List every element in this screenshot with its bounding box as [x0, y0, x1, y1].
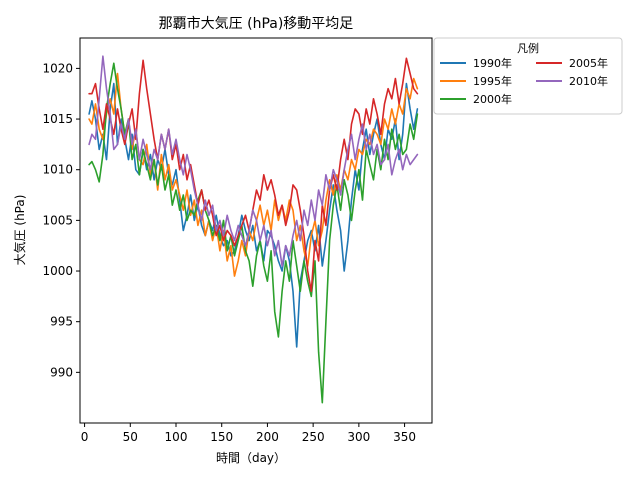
plot-frame [79, 37, 433, 424]
x-axis-label: 時間（day） [216, 451, 286, 465]
chart-title: 那覇市大気圧 (hPa)移動平均足 [159, 15, 354, 32]
plot-area [79, 37, 433, 424]
series-layer [88, 55, 419, 404]
legend-label: 2005年 [569, 56, 608, 70]
x-axis: 0 50 100 150 200 250 300 350 [81, 423, 416, 444]
series-line-2000年 [88, 62, 419, 404]
x-tick-label: 300 [347, 430, 370, 444]
series-line-1995年 [88, 72, 419, 277]
y-tick-label: 1000 [42, 264, 73, 278]
y-tick-label: 990 [50, 365, 73, 379]
legend-frame [433, 37, 623, 115]
y-tick-label: 995 [50, 315, 73, 329]
y-tick-label: 1015 [42, 112, 73, 126]
x-tick-label: 350 [393, 430, 416, 444]
legend-label: 2000年 [473, 92, 512, 106]
x-tick-label: 150 [210, 430, 233, 444]
x-tick-label: 100 [165, 430, 188, 444]
y-axis-label: 大気圧 (hPa) [12, 195, 27, 266]
y-tick-label: 1005 [42, 213, 73, 227]
legend-items: 1990年 1995年 2000年 2005年 2010年 [440, 56, 608, 106]
x-tick-label: 250 [302, 430, 325, 444]
series-line-2010年 [88, 55, 419, 267]
y-tick-label: 1010 [42, 163, 73, 177]
legend-label: 1990年 [473, 56, 512, 70]
x-tick-label: 200 [256, 430, 279, 444]
legend: 凡例 1990年 1995年 2000年 2005年 2010年 [433, 37, 623, 115]
y-axis: 990 995 1000 1005 1010 1015 1020 [42, 61, 80, 379]
legend-label: 1995年 [473, 74, 512, 88]
legend-label: 2010年 [569, 74, 608, 88]
y-tick-label: 1020 [42, 61, 73, 75]
legend-title: 凡例 [517, 41, 539, 55]
x-tick-label: 50 [123, 430, 138, 444]
x-tick-label: 0 [81, 430, 89, 444]
